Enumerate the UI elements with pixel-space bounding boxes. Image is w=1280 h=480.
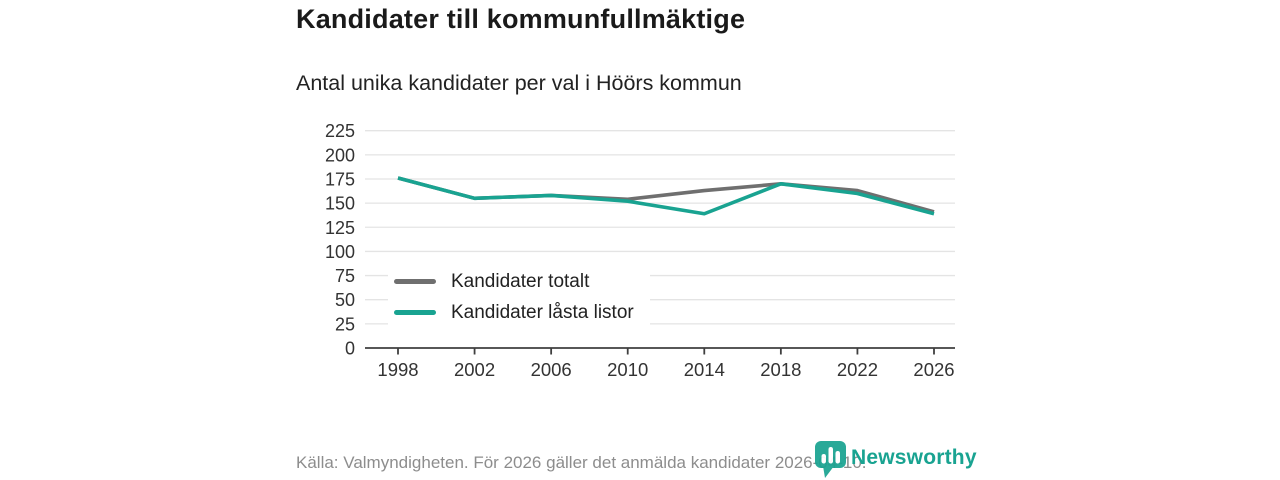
- newsworthy-logo-text: Newsworthy: [851, 446, 977, 469]
- x-tick-label-2006: 2006: [531, 359, 572, 380]
- legend-label-lasta-listor: Kandidater låsta listor: [451, 301, 634, 323]
- y-tick-label-100: 100: [325, 242, 355, 262]
- y-tick-label-125: 125: [325, 218, 355, 238]
- x-tick-label-2026: 2026: [913, 359, 954, 380]
- x-tick-label-2002: 2002: [454, 359, 495, 380]
- y-tick-label-175: 175: [325, 169, 355, 189]
- legend-label-totalt: Kandidater totalt: [451, 270, 590, 292]
- newsworthy-logo: Newsworthy: [814, 440, 977, 480]
- page-title: Kandidater till kommunfullmäktige: [296, 4, 746, 34]
- y-tick-label-25: 25: [335, 314, 355, 334]
- legend-item-kandidater-totalt: Kandidater totalt: [394, 268, 634, 295]
- source-note: Källa: Valmyndigheten. För 2026 gäller d…: [296, 453, 867, 472]
- y-tick-label-225: 225: [325, 121, 355, 141]
- chart-subtitle: Antal unika kandidater per val i Höörs k…: [296, 71, 742, 95]
- legend-item-kandidater-lasta-listor: Kandidater låsta listor: [394, 299, 634, 326]
- y-tick-label-150: 150: [325, 194, 355, 214]
- series-line-lasta-listor: [397, 176, 935, 216]
- y-tick-label-50: 50: [335, 290, 355, 310]
- newsworthy-logo-icon: [815, 441, 846, 478]
- x-tick-label-2022: 2022: [837, 359, 878, 380]
- x-tick-label-2018: 2018: [760, 359, 801, 380]
- chart-svg: 0 25 50 75 100 125 150 175 200 225 1998 2002 2006 201…: [325, 121, 955, 380]
- line-chart: 0 25 50 75 100 125 150 175 200 225 1998 2002 2006 201…: [296, 115, 986, 395]
- x-tick-label-2010: 2010: [607, 359, 648, 380]
- legend: Kandidater totalt Kandidater låsta listo…: [388, 265, 650, 329]
- legend-swatch-totalt: [394, 279, 436, 284]
- x-tick-label-1998: 1998: [377, 359, 418, 380]
- legend-swatch-lasta-listor: [394, 310, 436, 315]
- y-tick-label-75: 75: [335, 266, 355, 286]
- y-tick-label-200: 200: [325, 145, 355, 165]
- y-tick-label-0: 0: [345, 339, 355, 359]
- x-tick-label-2014: 2014: [684, 359, 725, 380]
